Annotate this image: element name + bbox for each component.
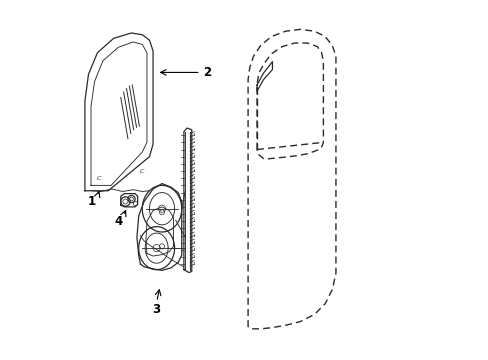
Text: 1: 1 — [88, 195, 96, 208]
Text: 2: 2 — [203, 66, 210, 79]
Text: C: C — [97, 176, 101, 181]
Text: 3: 3 — [152, 303, 161, 316]
Text: 4: 4 — [114, 215, 122, 228]
Text: C: C — [140, 168, 144, 174]
